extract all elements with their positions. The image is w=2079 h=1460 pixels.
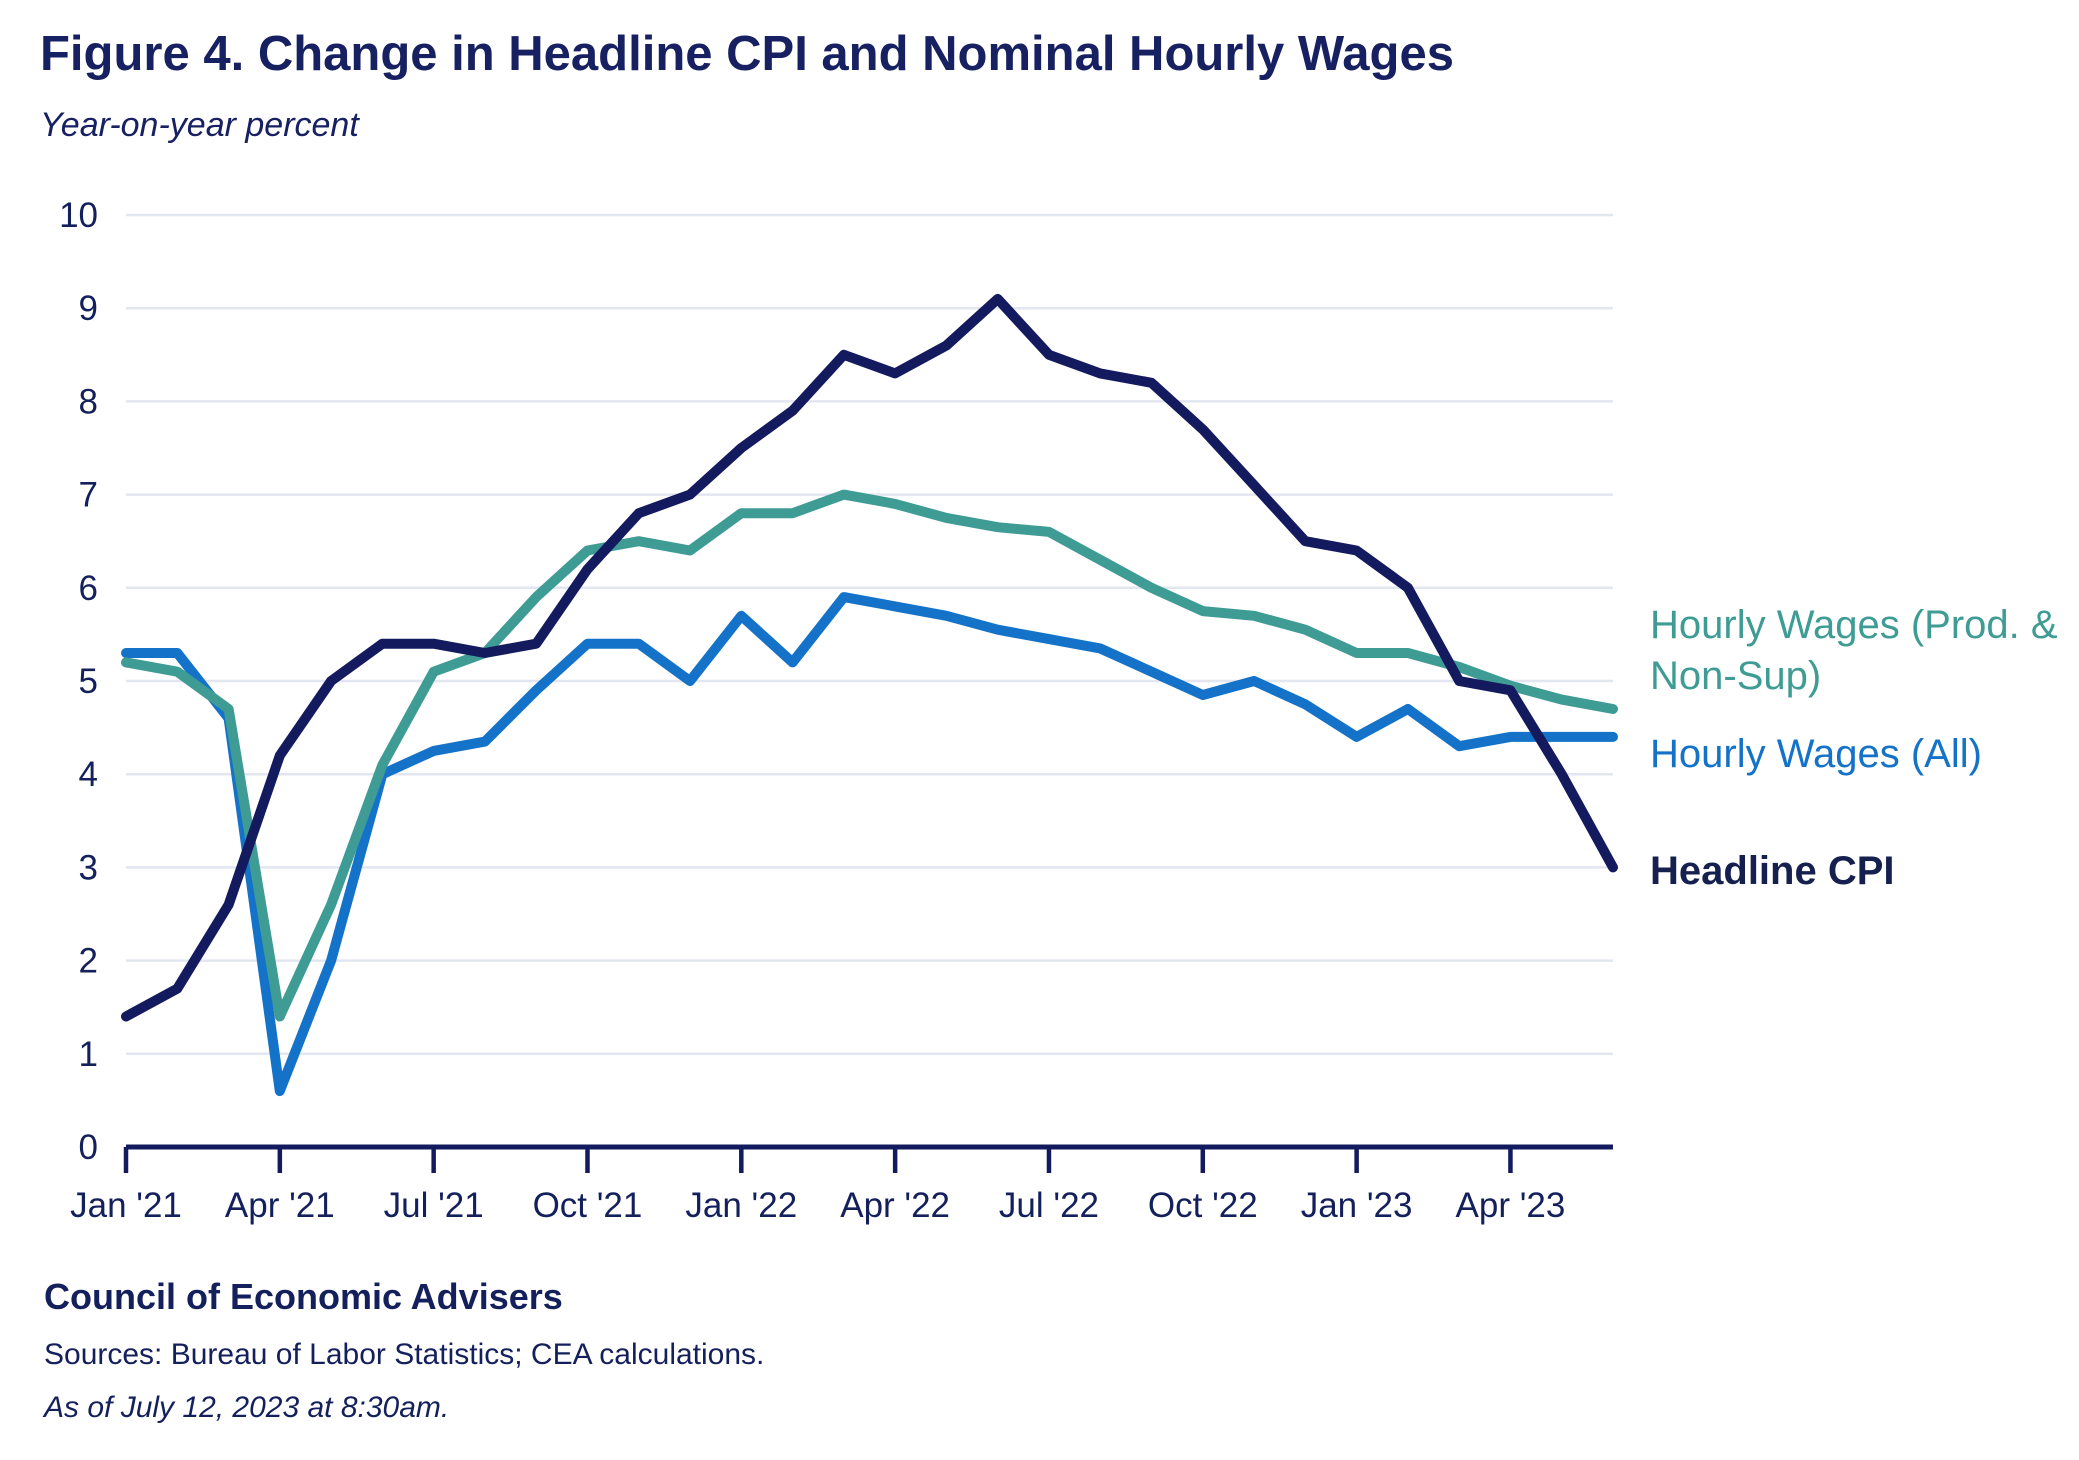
x-axis-tick-label: Jan '23 xyxy=(1301,1186,1413,1225)
y-axis-tick-label: 7 xyxy=(79,476,98,515)
y-axis-tick-label: 9 xyxy=(79,289,98,328)
x-axis-tick-label: Jul '21 xyxy=(384,1186,484,1225)
footer-asof: As of July 12, 2023 at 8:30am. xyxy=(44,1391,450,1424)
footer-org: Council of Economic Advisers xyxy=(44,1276,563,1317)
series-line-headline-cpi xyxy=(121,293,1618,1022)
y-axis-tick-label: 2 xyxy=(79,942,98,981)
x-axis-tick-label: Apr '23 xyxy=(1456,1186,1566,1225)
series-line-hourly-wages-all xyxy=(121,592,1618,1097)
figure-subtitle: Year-on-year percent xyxy=(40,106,359,144)
y-axis-tick-label: 8 xyxy=(79,382,98,421)
y-axis-tick-label: 6 xyxy=(79,569,98,608)
y-axis-tick-label: 5 xyxy=(79,662,98,701)
x-axis-tick-label: Jan '22 xyxy=(685,1186,797,1225)
x-axis-tick-label: Jan '21 xyxy=(70,1186,182,1225)
legend-hourly-wages-all: Hourly Wages (All) xyxy=(1650,732,1982,776)
y-axis-tick-label: 4 xyxy=(79,755,98,794)
series-line-hourly-wages-prod-non-sup xyxy=(121,489,1618,1022)
y-axis-tick-label: 0 xyxy=(79,1128,98,1167)
x-axis-tick-label: Apr '21 xyxy=(225,1186,335,1225)
legend-headline-cpi: Headline CPI xyxy=(1650,849,1895,893)
legend-hourly-wages-prod: Hourly Wages (Prod. & Non-Sup) xyxy=(1650,603,2058,699)
x-axis-tick-label: Oct '22 xyxy=(1148,1186,1258,1225)
figure-title: Figure 4. Change in Headline CPI and Nom… xyxy=(40,27,1454,81)
x-axis-tick-label: Oct '21 xyxy=(533,1186,643,1225)
footer-sources: Sources: Bureau of Labor Statistics; CEA… xyxy=(44,1338,765,1371)
x-axis-tick-label: Apr '22 xyxy=(840,1186,950,1225)
y-axis-tick-label: 3 xyxy=(79,848,98,887)
y-axis-tick-label: 1 xyxy=(79,1035,98,1074)
x-axis-tick-label: Jul '22 xyxy=(999,1186,1099,1225)
y-axis-tick-label: 10 xyxy=(59,196,98,235)
